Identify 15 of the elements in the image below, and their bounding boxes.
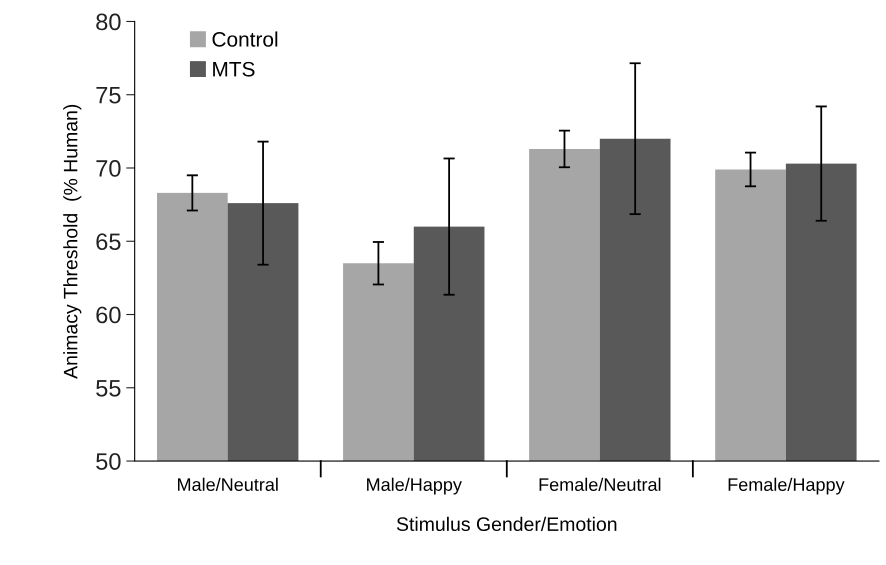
y-tick-label: 75: [96, 87, 120, 104]
x-tick-label: Male/Happy: [367, 478, 462, 495]
legend-label: Control: [212, 31, 278, 47]
legend-label: MTS: [213, 62, 254, 77]
y-tick-label: 60: [96, 306, 121, 324]
y-axis-title: Animacy Threshold (% Human): [63, 104, 82, 379]
y-tick-label: 55: [96, 380, 120, 397]
x-axis-title: Stimulus Gender/Emotion: [396, 516, 616, 532]
y-tick-label: 80: [96, 14, 121, 30]
y-tick-label: 70: [96, 160, 121, 177]
x-tick-label: Female/Neutral: [540, 478, 660, 491]
y-tick-label: 65: [96, 233, 120, 250]
x-tick-label: Female/Happy: [728, 478, 845, 495]
y-tick-label: 50: [96, 453, 121, 470]
x-tick-label: Male/Neutral: [178, 478, 278, 491]
